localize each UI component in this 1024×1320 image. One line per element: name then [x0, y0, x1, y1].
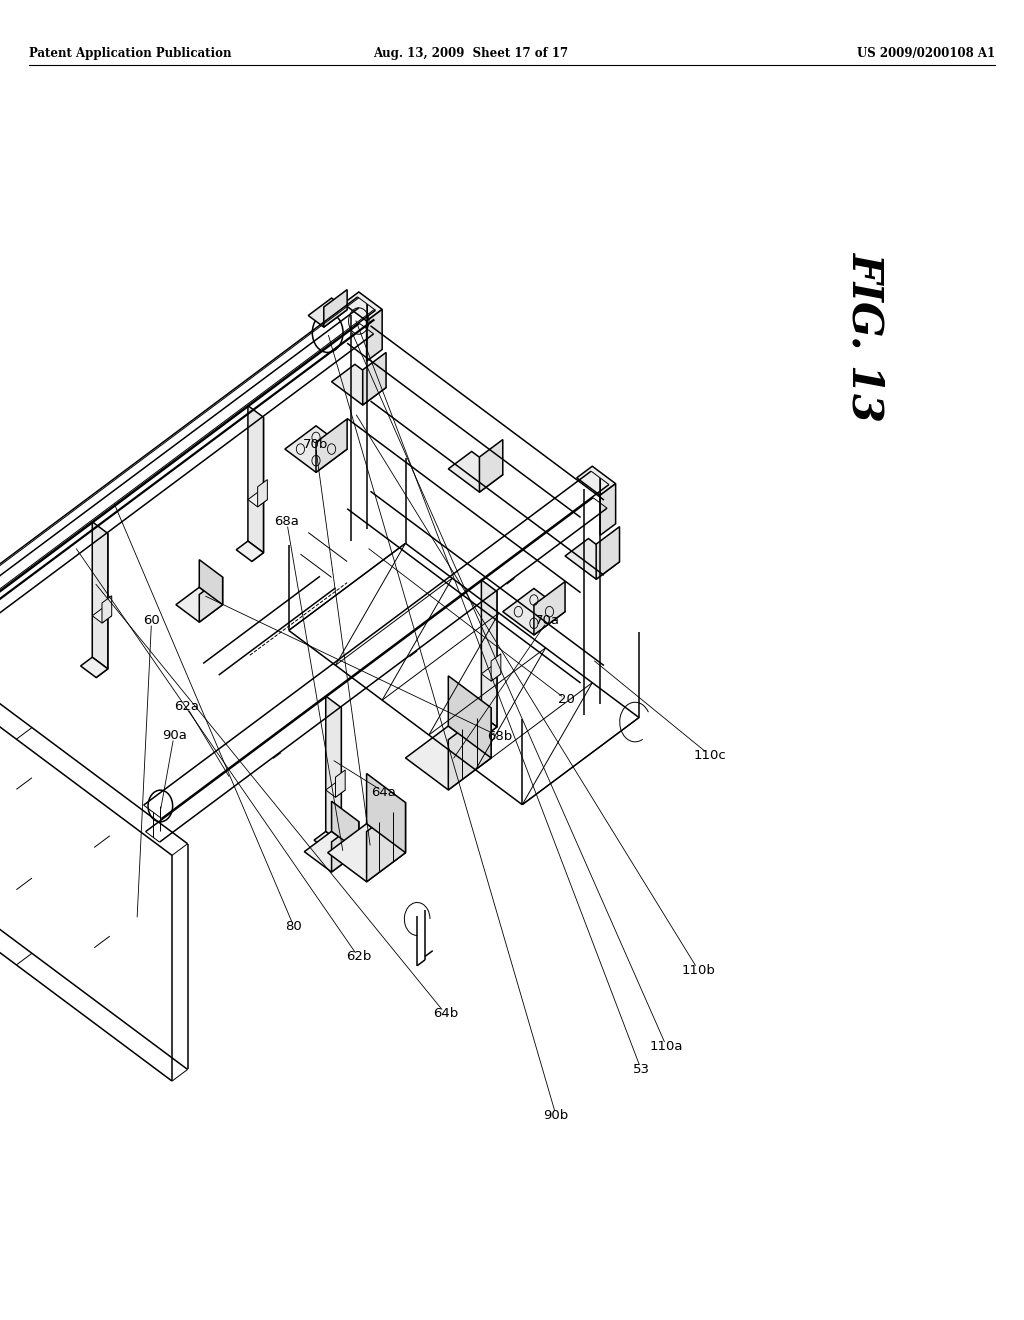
Polygon shape: [200, 560, 222, 605]
Polygon shape: [534, 582, 565, 635]
Text: 110b: 110b: [681, 964, 716, 977]
Text: 90a: 90a: [162, 729, 186, 742]
Polygon shape: [481, 667, 501, 681]
Text: FIG. 13: FIG. 13: [844, 252, 887, 421]
Polygon shape: [332, 821, 358, 873]
Polygon shape: [332, 364, 386, 405]
Polygon shape: [367, 774, 406, 853]
Polygon shape: [406, 726, 492, 789]
Text: 20: 20: [558, 693, 574, 706]
Text: US 2009/0200108 A1: US 2009/0200108 A1: [857, 48, 995, 59]
Polygon shape: [326, 696, 341, 843]
Polygon shape: [237, 541, 263, 561]
Polygon shape: [314, 832, 341, 851]
Polygon shape: [326, 783, 345, 797]
Polygon shape: [362, 352, 386, 405]
Polygon shape: [485, 591, 497, 735]
Text: Aug. 13, 2009  Sheet 17 of 17: Aug. 13, 2009 Sheet 17 of 17: [374, 48, 568, 59]
Polygon shape: [479, 440, 503, 492]
Text: 60: 60: [143, 614, 160, 627]
Text: 53: 53: [633, 1063, 649, 1076]
Polygon shape: [328, 824, 406, 882]
Polygon shape: [577, 466, 615, 495]
Polygon shape: [200, 577, 222, 622]
Polygon shape: [92, 521, 108, 669]
Polygon shape: [81, 657, 108, 677]
Text: 64a: 64a: [372, 785, 396, 799]
Polygon shape: [332, 801, 358, 851]
Text: 90b: 90b: [544, 1109, 568, 1122]
Text: 68a: 68a: [274, 515, 299, 528]
Polygon shape: [258, 479, 267, 507]
Text: 68b: 68b: [487, 730, 512, 743]
Polygon shape: [336, 770, 345, 797]
Polygon shape: [503, 589, 565, 635]
Polygon shape: [600, 483, 615, 536]
Polygon shape: [92, 609, 112, 623]
Text: 70b: 70b: [303, 438, 328, 451]
Text: 80: 80: [286, 920, 302, 933]
Polygon shape: [343, 292, 382, 321]
Polygon shape: [248, 405, 263, 553]
Polygon shape: [96, 533, 108, 677]
Polygon shape: [316, 418, 347, 473]
Polygon shape: [102, 595, 112, 623]
Text: 62a: 62a: [174, 700, 199, 713]
Polygon shape: [596, 527, 620, 579]
Polygon shape: [367, 803, 406, 882]
Polygon shape: [470, 715, 497, 735]
Text: 110c: 110c: [693, 748, 726, 762]
Text: 70a: 70a: [536, 614, 560, 627]
Text: Patent Application Publication: Patent Application Publication: [29, 48, 231, 59]
Polygon shape: [449, 451, 503, 492]
Polygon shape: [565, 539, 620, 579]
Polygon shape: [449, 676, 492, 758]
Polygon shape: [285, 426, 347, 473]
Polygon shape: [492, 653, 501, 681]
Polygon shape: [248, 492, 267, 507]
Text: 62b: 62b: [346, 950, 371, 964]
Polygon shape: [330, 708, 341, 851]
Polygon shape: [304, 832, 358, 873]
Polygon shape: [252, 417, 263, 561]
Text: 110a: 110a: [650, 1040, 683, 1053]
Polygon shape: [449, 708, 492, 789]
Polygon shape: [324, 289, 347, 327]
Polygon shape: [481, 579, 497, 727]
Polygon shape: [308, 298, 347, 327]
Polygon shape: [367, 309, 382, 362]
Text: 64b: 64b: [433, 1007, 458, 1020]
Polygon shape: [176, 587, 222, 622]
